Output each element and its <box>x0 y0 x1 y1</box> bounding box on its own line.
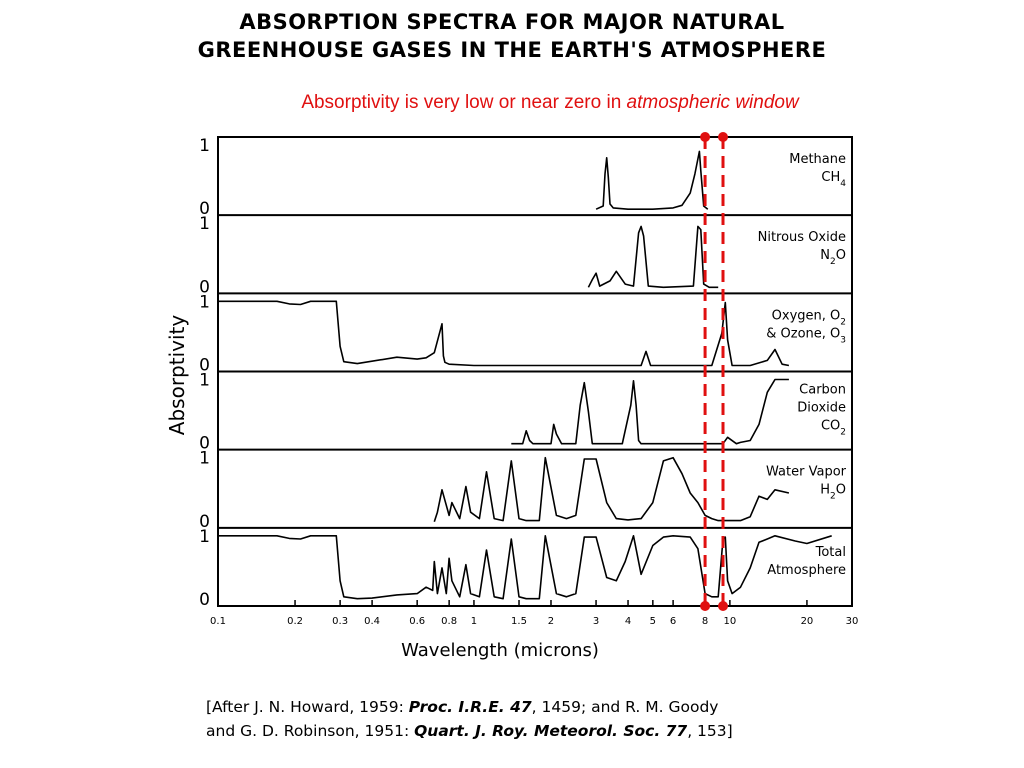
gas-label: Oxygen, O2 <box>772 308 846 327</box>
y-tick-label-0: 0 <box>199 277 210 297</box>
citation-text: and G. D. Robinson, 1951: <box>206 722 415 740</box>
citation-text: , 1459; and R. M. Goody <box>531 698 719 716</box>
gas-label: Total <box>815 545 846 560</box>
spectrum-line-3 <box>218 300 790 367</box>
y-tick-label-0: 0 <box>199 434 210 454</box>
spectrum-line-4 <box>511 378 789 445</box>
x-tick-label: 0.3 <box>332 616 348 627</box>
y-tick-label-1: 1 <box>199 527 210 547</box>
x-tick-label: 30 <box>846 616 859 627</box>
gas-label: Carbon <box>799 383 846 398</box>
gas-formula: & Ozone, O3 <box>766 326 846 345</box>
x-tick-label: 0.4 <box>364 616 380 627</box>
window-annotation: Absorptivity is very low or near zero in… <box>0 92 1024 114</box>
gas-label: Nitrous Oxide <box>758 230 846 245</box>
window-marker-dot <box>718 132 729 142</box>
window-marker-dot <box>700 132 711 142</box>
gas-formula: N2O <box>820 248 846 267</box>
citation-journal: Proc. I.R.E. 47 <box>408 698 532 716</box>
chart-title-line2: GREENHOUSE GASES IN THE EARTH'S ATMOSPHE… <box>197 38 827 62</box>
y-tick-label-1: 1 <box>199 292 210 312</box>
y-tick-label-1: 1 <box>199 214 210 234</box>
spectrum-line-6 <box>218 534 832 600</box>
y-tick-label-0: 0 <box>199 356 210 376</box>
citation-journal: Quart. J. Roy. Meteorol. Soc. 77 <box>414 722 688 740</box>
y-tick-label-0: 0 <box>199 512 210 532</box>
gas-label: Water Vapor <box>766 465 847 480</box>
x-tick-label: 10 <box>724 616 737 627</box>
gas-label: Atmosphere <box>767 563 846 578</box>
window-marker-dot <box>718 601 729 611</box>
citation-text: [After J. N. Howard, 1959: <box>206 698 409 716</box>
x-tick-label: 0.6 <box>409 616 425 627</box>
gas-formula: H2O <box>820 483 846 502</box>
x-tick-label: 2 <box>548 616 554 627</box>
x-tick-label: 0.2 <box>287 616 303 627</box>
x-tick-label: 3 <box>593 616 599 627</box>
y-axis-label: Absorptivity <box>165 314 189 436</box>
x-axis-label: Wavelength (microns) <box>401 640 599 661</box>
x-tick-label: 1 <box>471 616 477 627</box>
chart-title-line1: ABSORPTION SPECTRA FOR MAJOR NATURAL <box>239 10 785 34</box>
window-annotation-text: Absorptivity is very low or near zero in <box>301 92 627 113</box>
gas-label: Dioxide <box>797 401 846 416</box>
x-tick-label: 8 <box>702 616 708 627</box>
y-tick-label-1: 1 <box>199 136 210 156</box>
spectrum-line-2 <box>587 225 719 289</box>
citation-line1: [After J. N. Howard, 1959: Proc. I.R.E. … <box>206 698 718 716</box>
citation-line2: and G. D. Robinson, 1951: Quart. J. Roy.… <box>206 722 733 740</box>
window-annotation-emphasis: atmospheric window <box>626 92 799 113</box>
x-tick-label: 1.5 <box>511 616 527 627</box>
x-tick-label: 0.8 <box>441 616 457 627</box>
gas-label: Methane <box>789 152 846 167</box>
gas-formula: CO2 <box>821 419 846 438</box>
x-tick-label: 5 <box>650 616 656 627</box>
citation-text: , 153] <box>687 722 733 740</box>
y-tick-label-0: 0 <box>199 590 210 610</box>
y-tick-label-0: 0 <box>199 199 210 219</box>
window-marker-dot <box>700 601 711 611</box>
x-tick-label: 0.1 <box>210 616 226 627</box>
spectrum-line-5 <box>433 456 790 523</box>
y-tick-label-1: 1 <box>199 449 210 469</box>
gas-formula: CH4 <box>821 170 846 189</box>
spectrum-line-1 <box>595 150 709 210</box>
x-tick-label: 20 <box>801 616 814 627</box>
y-tick-label-1: 1 <box>199 371 210 391</box>
x-tick-label: 6 <box>670 616 676 627</box>
x-tick-label: 4 <box>625 616 631 627</box>
